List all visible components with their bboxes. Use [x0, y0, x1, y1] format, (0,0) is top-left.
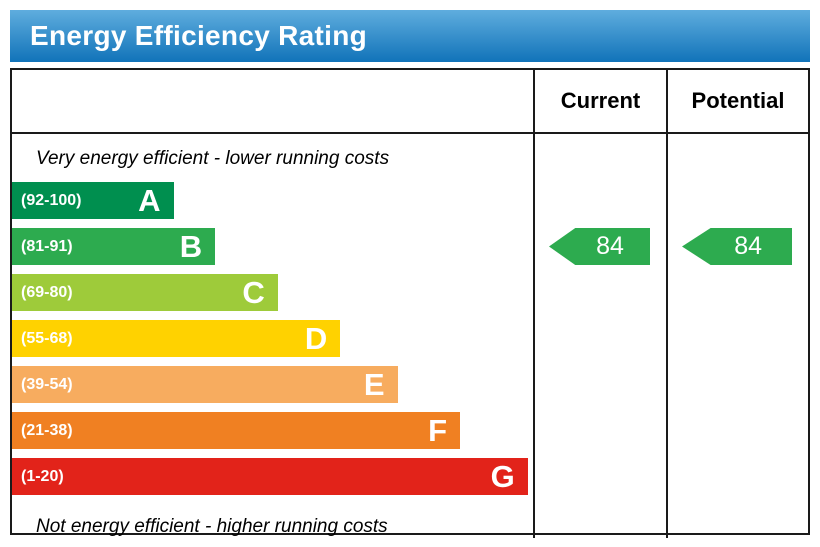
band-letter: B	[179, 229, 203, 264]
band-range: (81-91)	[21, 237, 73, 255]
band-row-f: (21-38) F	[12, 412, 533, 449]
band-letter: C	[242, 275, 265, 310]
bands: (92-100) A (81-91) B (69-80) C	[12, 182, 533, 495]
band-range: (69-80)	[21, 283, 73, 301]
current-cell: 84	[533, 134, 666, 538]
band-range: (39-54)	[21, 375, 73, 393]
band-letter: E	[363, 367, 385, 402]
table-body: Very energy efficient - lower running co…	[12, 134, 808, 538]
potential-rating-arrow: 84	[682, 228, 792, 265]
top-note: Very energy efficient - lower running co…	[36, 148, 390, 169]
current-rating-value: 84	[596, 232, 624, 260]
band-letter: D	[304, 321, 328, 356]
band-bar-a: (92-100) A	[12, 182, 174, 219]
band-letter: A	[138, 183, 161, 218]
current-rating-arrow: 84	[549, 228, 650, 265]
band-row-c: (69-80) C	[12, 274, 533, 311]
bottom-note: Not energy efficient - higher running co…	[36, 516, 388, 537]
page-title: Energy Efficiency Rating	[30, 20, 368, 51]
band-bar-b: (81-91) B	[12, 228, 216, 265]
band-bar-d: (55-68) D	[12, 320, 341, 357]
title-bar: Energy Efficiency Rating	[10, 10, 810, 62]
band-range: (21-38)	[21, 421, 73, 439]
band-bar-g: (1-20) G	[12, 458, 528, 495]
rating-table: Current Potential Very energy efficient …	[10, 68, 810, 538]
potential-rating-value: 84	[734, 232, 763, 260]
table-header-row: Current Potential	[12, 70, 808, 134]
band-scale: Very energy efficient - lower running co…	[12, 134, 533, 538]
band-row-d: (55-68) D	[12, 320, 533, 357]
current-column-header: Current	[533, 70, 666, 132]
band-bar-c: (69-80) C	[12, 274, 278, 311]
band-letter: G	[490, 459, 515, 494]
band-range: (55-68)	[21, 329, 73, 347]
band-row-b: (81-91) B	[12, 228, 533, 265]
potential-cell: 84	[666, 134, 808, 538]
band-row-e: (39-54) E	[12, 366, 533, 403]
band-bar-e: (39-54) E	[12, 366, 398, 403]
band-letter: F	[428, 413, 448, 448]
band-row-g: (1-20) G	[12, 458, 533, 495]
potential-column-header: Potential	[666, 70, 808, 132]
band-row-a: (92-100) A	[12, 182, 533, 219]
band-bar-f: (21-38) F	[12, 412, 461, 449]
band-range: (92-100)	[21, 191, 82, 209]
chart-header-cell	[12, 70, 533, 132]
band-range: (1-20)	[21, 467, 64, 485]
